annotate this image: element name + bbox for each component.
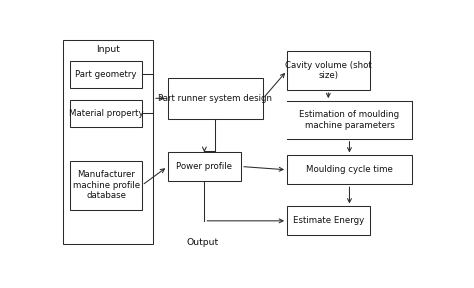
Text: Material property: Material property	[69, 109, 144, 118]
Text: Part geometry: Part geometry	[75, 70, 137, 79]
Text: Estimate Energy: Estimate Energy	[293, 216, 364, 225]
FancyBboxPatch shape	[287, 51, 370, 90]
FancyBboxPatch shape	[287, 206, 370, 235]
Text: Part runner system design: Part runner system design	[158, 94, 273, 103]
Text: Input: Input	[96, 45, 119, 54]
FancyBboxPatch shape	[63, 40, 153, 244]
FancyBboxPatch shape	[168, 78, 263, 119]
FancyBboxPatch shape	[168, 152, 241, 181]
FancyBboxPatch shape	[70, 100, 142, 127]
Text: Estimation of moulding
machine parameters: Estimation of moulding machine parameter…	[300, 110, 400, 130]
Text: Output: Output	[186, 238, 219, 247]
Text: Power profile: Power profile	[176, 162, 232, 171]
Text: Manufacturer
machine profile
database: Manufacturer machine profile database	[73, 170, 140, 200]
FancyBboxPatch shape	[70, 161, 142, 210]
Text: Moulding cycle time: Moulding cycle time	[306, 165, 393, 174]
Text: Cavity volume (shot
size): Cavity volume (shot size)	[285, 61, 372, 80]
FancyBboxPatch shape	[287, 156, 412, 184]
FancyBboxPatch shape	[70, 61, 142, 88]
